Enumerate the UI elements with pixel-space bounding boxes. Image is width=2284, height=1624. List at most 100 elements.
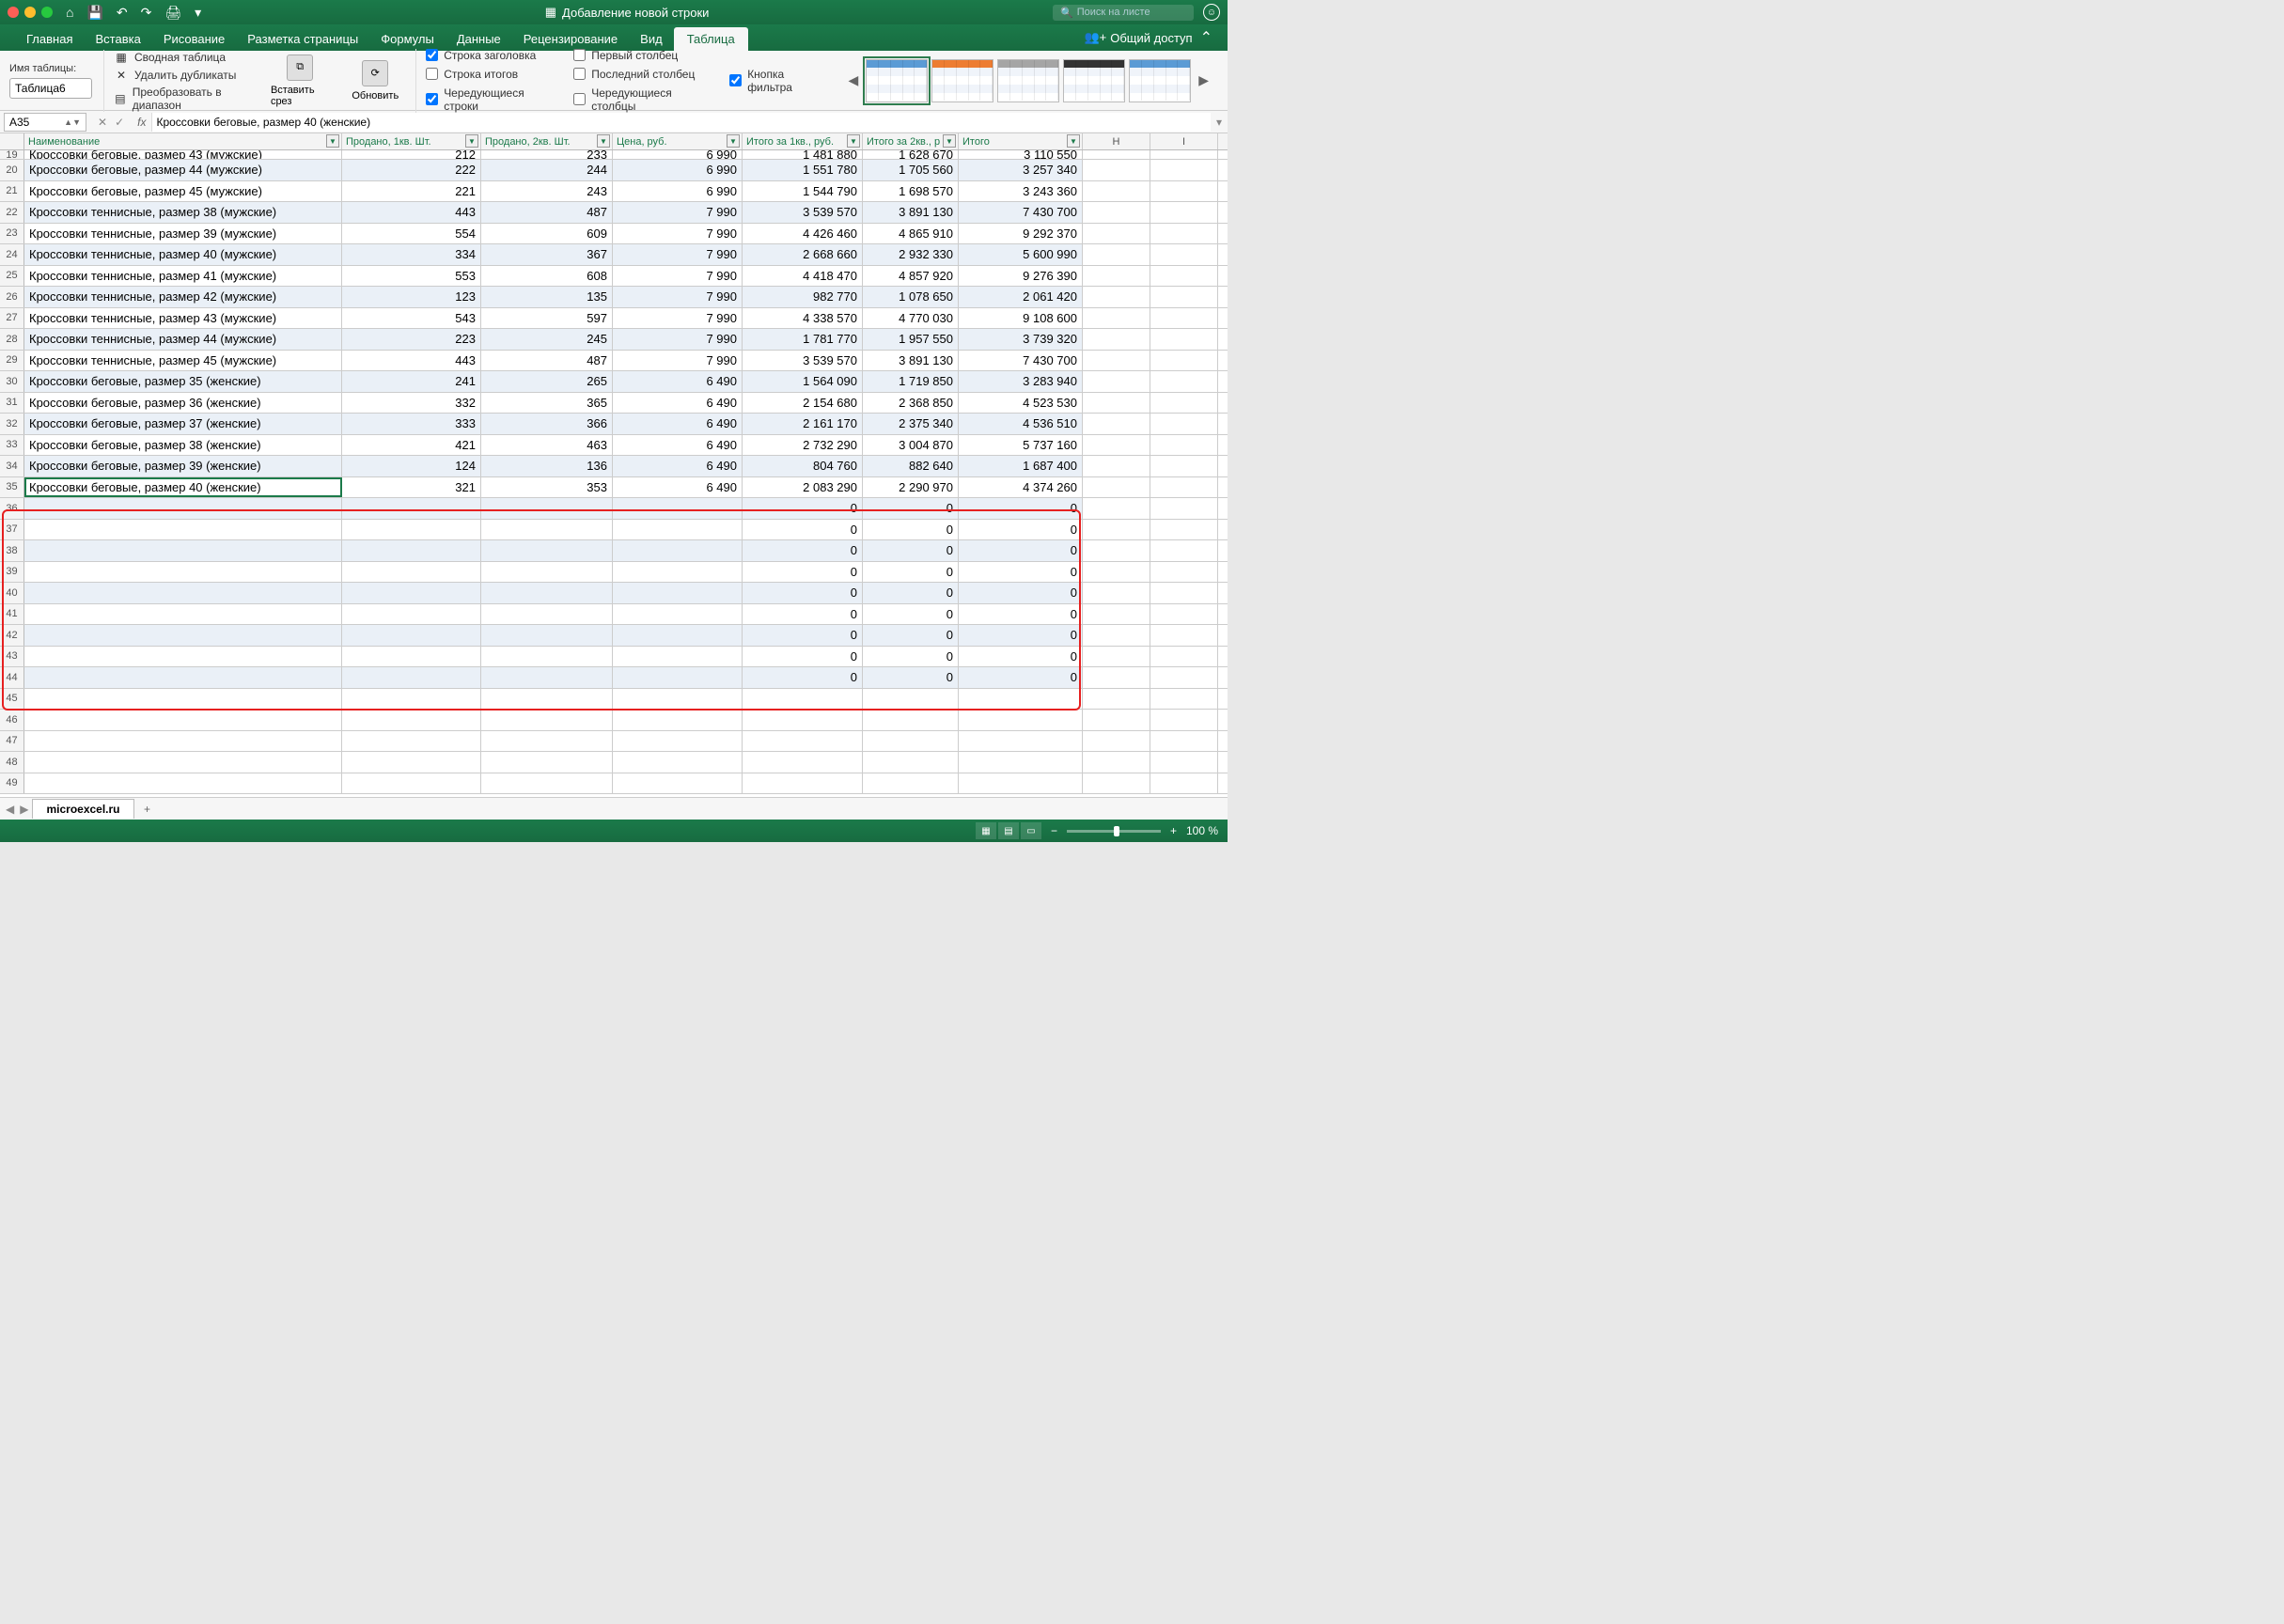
cell[interactable] [1150,520,1218,540]
cell[interactable]: 7 990 [613,329,743,350]
cell[interactable] [1083,752,1150,773]
cell[interactable] [1150,456,1218,476]
cell[interactable] [481,562,613,583]
cell[interactable]: 0 [959,583,1083,603]
cell[interactable] [481,647,613,667]
cell[interactable]: 0 [959,498,1083,519]
cell[interactable] [613,731,743,752]
cell[interactable]: 7 990 [613,266,743,287]
cell[interactable]: 3 110 550 [959,150,1083,159]
cell[interactable]: 365 [481,393,613,414]
maximize-icon[interactable] [41,7,53,18]
total-row-check[interactable]: Строка итогов [426,68,543,81]
row-header[interactable]: 46 [0,710,24,730]
cell[interactable]: 7 990 [613,244,743,265]
filter-icon[interactable]: ▼ [465,134,478,148]
cell[interactable] [24,647,342,667]
cell[interactable] [24,520,342,540]
cell[interactable]: Кроссовки теннисные, размер 42 (мужские) [24,287,342,307]
row-header[interactable]: 41 [0,604,24,625]
cell[interactable]: 1 628 670 [863,150,959,159]
cell[interactable]: Кроссовки беговые, размер 37 (женские) [24,414,342,434]
cell[interactable]: 0 [863,625,959,646]
cell[interactable]: 2 368 850 [863,393,959,414]
col-header-7[interactable]: H [1083,133,1150,149]
cell[interactable]: 332 [342,393,481,414]
cell[interactable] [481,710,613,730]
cell[interactable]: 2 083 290 [743,477,863,498]
cell[interactable] [743,710,863,730]
cell[interactable]: 3 539 570 [743,202,863,223]
cell[interactable] [613,520,743,540]
expand-formula-icon[interactable]: ▾ [1211,116,1228,129]
cell[interactable]: 7 430 700 [959,351,1083,371]
cell[interactable]: 0 [863,562,959,583]
cancel-icon[interactable]: ✕ [98,116,107,129]
cell[interactable] [1083,689,1150,710]
cell[interactable]: 334 [342,244,481,265]
cell[interactable]: 136 [481,456,613,476]
cell[interactable] [1083,287,1150,307]
cell[interactable]: Кроссовки теннисные, размер 40 (мужские) [24,244,342,265]
cell[interactable] [1150,731,1218,752]
cell[interactable] [613,773,743,794]
cell[interactable] [1083,181,1150,202]
cell[interactable]: 597 [481,308,613,329]
spreadsheet-grid[interactable]: Наименование▼Продано, 1кв. Шт.▼Продано, … [0,133,1228,797]
cell[interactable]: 0 [863,667,959,688]
cell[interactable]: Кроссовки беговые, размер 38 (женские) [24,435,342,456]
print-icon[interactable]: 🖨 [164,5,181,21]
cell[interactable]: 443 [342,202,481,223]
cell[interactable] [863,689,959,710]
cell[interactable]: 9 276 390 [959,266,1083,287]
zoom-value[interactable]: 100 % [1186,824,1218,837]
cell[interactable]: 443 [342,351,481,371]
cell[interactable]: 0 [743,583,863,603]
cell[interactable]: 0 [863,540,959,561]
cell[interactable] [613,647,743,667]
cell[interactable]: 3 283 940 [959,371,1083,392]
ribbon-tab-5[interactable]: Данные [446,27,512,51]
cell[interactable] [863,710,959,730]
cell[interactable] [481,604,613,625]
cell[interactable]: 333 [342,414,481,434]
cell[interactable] [24,625,342,646]
cell[interactable]: 3 243 360 [959,181,1083,202]
row-header[interactable]: 38 [0,540,24,561]
cell[interactable] [1083,520,1150,540]
cell[interactable]: 882 640 [863,456,959,476]
cell[interactable]: 2 161 170 [743,414,863,434]
cell[interactable] [1150,351,1218,371]
cell[interactable]: 6 490 [613,435,743,456]
cell[interactable]: 4 418 470 [743,266,863,287]
cell[interactable] [24,583,342,603]
cell[interactable]: 1 551 780 [743,160,863,180]
col-header-3[interactable]: Цена, руб.▼ [613,133,743,149]
col-header-1[interactable]: Продано, 1кв. Шт.▼ [342,133,481,149]
cell[interactable] [1150,160,1218,180]
sheet-prev-icon[interactable]: ◀ [6,803,14,816]
cell[interactable] [613,604,743,625]
cell[interactable] [481,667,613,688]
cell[interactable]: 6 490 [613,456,743,476]
cell[interactable] [1083,150,1150,159]
cell[interactable]: 222 [342,160,481,180]
filter-icon[interactable]: ▼ [326,134,339,148]
cell[interactable] [342,604,481,625]
cell[interactable] [342,498,481,519]
cell[interactable] [1083,224,1150,244]
cell[interactable] [24,604,342,625]
view-normal-icon[interactable]: ▦ [976,822,996,839]
cell[interactable]: 3 891 130 [863,351,959,371]
cell[interactable] [1150,435,1218,456]
row-header[interactable]: 34 [0,456,24,476]
row-header[interactable]: 37 [0,520,24,540]
cell[interactable] [1150,498,1218,519]
cell[interactable] [1083,773,1150,794]
cell[interactable] [1150,625,1218,646]
cell[interactable]: 4 865 910 [863,224,959,244]
zoom-slider[interactable] [1067,830,1161,833]
cell[interactable] [342,583,481,603]
filter-btn-check[interactable]: Кнопка фильтра [729,68,818,94]
cell[interactable] [342,710,481,730]
